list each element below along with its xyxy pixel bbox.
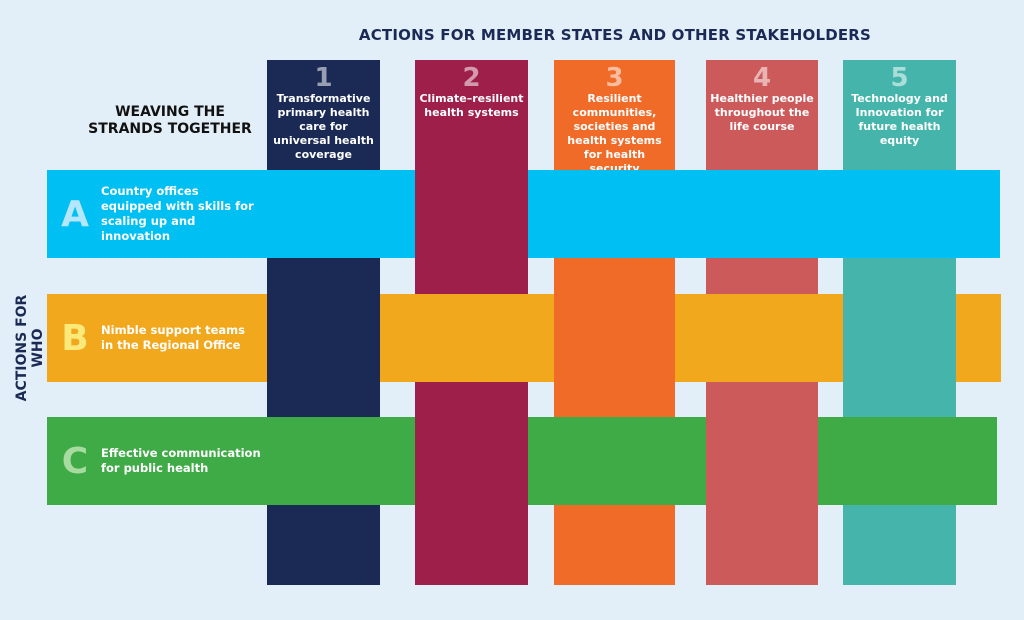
crossing-B2	[415, 294, 528, 382]
actions-for-who-label: ACTIONS FOR WHO	[14, 294, 46, 402]
crossing-A5	[843, 170, 956, 258]
row-letter: C	[61, 440, 89, 482]
column-3: 3 Resilient communities, societies and he…	[554, 60, 675, 585]
column-5: 5 Technology and Innovation for future he…	[843, 60, 956, 585]
weaving-heading-line2: STRANDS TOGETHER	[88, 121, 252, 137]
row-text: Effective communication for public healt…	[101, 446, 261, 475]
crossing-A3	[554, 170, 675, 258]
column-number: 1	[314, 63, 333, 93]
column-text: Healthier people throughout the life cou…	[710, 92, 814, 133]
crossing-C1	[267, 417, 380, 505]
column-text: Resilient communities, societies and hea…	[567, 92, 662, 175]
weaving-heading: WEAVING THE STRANDS TOGETHER	[60, 104, 280, 138]
row-label-C: C Effective communication for public heal…	[52, 417, 261, 505]
column-number: 2	[462, 63, 481, 93]
row-text: Country offices equipped with skills for…	[101, 184, 254, 243]
column-number: 3	[605, 63, 624, 93]
row-letter: A	[61, 193, 89, 235]
crossing-C5	[843, 417, 956, 505]
column-text: Technology and Innovation for future hea…	[851, 92, 948, 147]
column-1: 1 Transformative primary health care for …	[267, 60, 380, 585]
row-text: Nimble support teams in the Regional Off…	[101, 323, 245, 352]
row-label-B: B Nimble support teams in the Regional Of…	[52, 294, 261, 382]
column-text: Climate–resilient health systems	[419, 92, 524, 119]
column-number: 4	[752, 63, 772, 93]
column-number: 5	[890, 63, 909, 93]
crossing-A4	[706, 170, 818, 258]
crossing-B4	[706, 294, 818, 382]
crossing-C3	[554, 417, 675, 505]
column-text: Transformative primary health care for u…	[273, 92, 374, 161]
crossing-A1	[267, 170, 380, 258]
diagram-title: ACTIONS FOR MEMBER STATES AND OTHER STAK…	[358, 26, 872, 44]
weaving-heading-line1: WEAVING THE	[115, 104, 225, 120]
row-letter: B	[61, 317, 89, 359]
row-label-A: A Country offices equipped with skills fo…	[52, 170, 261, 258]
